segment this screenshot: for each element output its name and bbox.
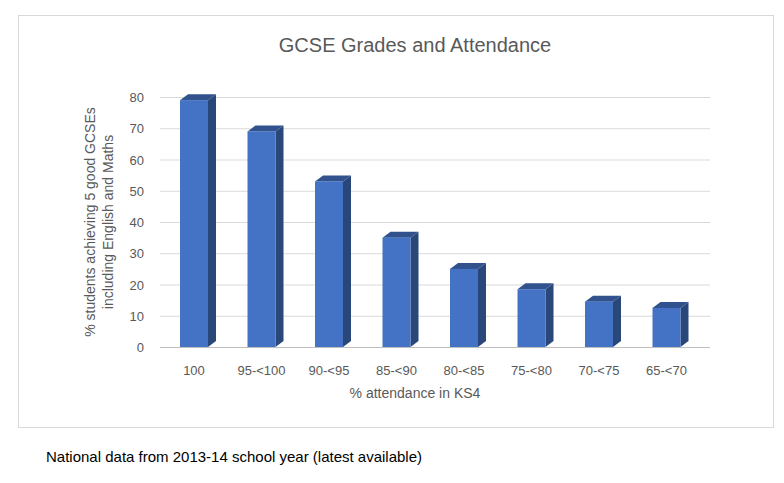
bar-top: [518, 283, 554, 289]
y-tick-label: 70: [130, 121, 144, 136]
bar-top: [315, 175, 351, 181]
bar: [383, 232, 419, 347]
y-tick-label: 60: [130, 153, 144, 168]
y-tick-label: 40: [130, 215, 144, 230]
bar-side: [411, 232, 419, 347]
bar-front: [248, 131, 276, 347]
grid-line: [160, 222, 710, 223]
caption: National data from 2013-14 school year (…: [46, 448, 422, 465]
bar-side: [276, 125, 284, 347]
x-axis-label: % attendance in KS4: [350, 385, 481, 401]
grid-line: [160, 128, 710, 129]
bar-top: [383, 232, 419, 238]
grid-line: [160, 160, 710, 161]
bar-side: [681, 302, 689, 347]
bar-side: [343, 175, 351, 347]
bar-front: [518, 289, 546, 347]
bar: [518, 283, 554, 347]
x-tick-label: 100: [183, 363, 205, 378]
bar-front: [585, 302, 613, 347]
x-tick-label: 70-<75: [579, 363, 620, 378]
y-tick-label: 20: [130, 278, 144, 293]
bar: [315, 175, 351, 347]
bar-top: [585, 296, 621, 302]
bar: [450, 263, 486, 347]
x-tick-label: 90-<95: [309, 363, 350, 378]
y-tick-label: 50: [130, 184, 144, 199]
y-tick-label: 30: [130, 246, 144, 261]
bar-side: [546, 283, 554, 347]
bar-side: [613, 296, 621, 347]
chart: GCSE Grades and Attendance 0 10 20 30 40 50 60 7…: [0, 0, 784, 483]
bar-side: [208, 94, 216, 347]
bar-front: [383, 238, 411, 347]
y-tick-label: 10: [130, 309, 144, 324]
x-tick-label: 65-<70: [646, 363, 687, 378]
chart-title: GCSE Grades and Attendance: [279, 34, 551, 56]
grid-line: [160, 347, 710, 348]
bar-front: [450, 269, 478, 347]
x-tick-label: 75-<80: [511, 363, 552, 378]
x-tick-label: 80-<85: [444, 363, 485, 378]
x-tick-label: 95-<100: [237, 363, 285, 378]
y-tick-label: 80: [130, 90, 144, 105]
bar-front: [180, 100, 208, 347]
bar-top: [248, 125, 284, 131]
x-axis-line: [160, 347, 710, 348]
bar-front: [653, 308, 681, 347]
bar-top: [450, 263, 486, 269]
grid-line: [160, 191, 710, 192]
y-axis-label: % students achieving 5 good GCSEsincludi…: [82, 107, 116, 337]
y-tick-label: 0: [137, 340, 144, 355]
x-tick-label: 85-<90: [376, 363, 417, 378]
bar-side: [478, 263, 486, 347]
bar-top: [653, 302, 689, 308]
chart-frame: [19, 16, 774, 428]
bar: [248, 125, 284, 347]
bar-top: [180, 94, 216, 100]
bars: [180, 94, 689, 347]
grid-line: [160, 316, 710, 317]
bar: [585, 296, 621, 347]
grid-line: [160, 253, 710, 254]
bar: [653, 302, 689, 347]
bar: [180, 94, 216, 347]
grid-line: [160, 97, 710, 98]
bar-front: [315, 181, 343, 347]
grid-line: [160, 285, 710, 286]
